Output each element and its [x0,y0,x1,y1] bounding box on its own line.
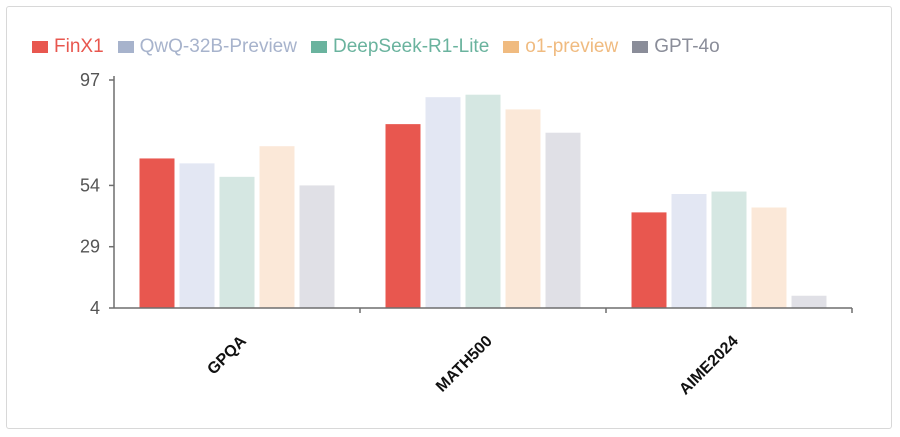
bar [259,146,295,308]
bar [671,194,707,308]
x-category-label: AIME2024 [676,333,742,399]
bar [711,191,747,308]
legend-label: o1-preview [525,36,619,57]
legend-swatch [632,41,649,53]
legend-label: GPT-4o [654,36,720,57]
legend: FinX1 QwQ-32B-Preview DeepSeek-R1-Lite o… [32,36,720,58]
legend-swatch [32,41,48,53]
legend-item-qwq-32b-preview[interactable]: QwQ-32B-Preview [117,36,297,58]
legend-item-finx1[interactable]: FinX1 [32,36,104,58]
legend-swatch [117,41,134,53]
legend-item-deepseek-r1-lite[interactable]: DeepSeek-R1-Lite [310,36,490,58]
bar [465,94,501,308]
legend-label: DeepSeek-R1-Lite [332,36,490,57]
bar [505,109,541,308]
y-tick-label: 29 [80,237,100,257]
bar [751,207,787,308]
legend-label: FinX1 [54,36,104,57]
bar [385,124,421,309]
x-category-label: MATH500 [433,333,496,396]
legend-swatch [503,41,520,53]
bar [791,295,827,308]
bar [545,132,581,308]
legend-item-o1-preview[interactable]: o1-preview [503,36,618,58]
legend-item-gpt-4o[interactable]: GPT-4o [632,36,720,58]
bar [219,176,255,308]
x-category-label: GPQA [204,332,250,378]
legend-swatch [310,41,327,53]
bar [425,97,461,309]
bar [299,185,335,308]
bar [139,158,175,308]
bar [179,163,215,308]
y-tick-label: 97 [80,70,100,90]
y-tick-label: 4 [90,298,100,318]
bar [631,212,667,308]
y-tick-label: 54 [80,175,100,195]
legend-label: QwQ-32B-Preview [139,36,297,57]
